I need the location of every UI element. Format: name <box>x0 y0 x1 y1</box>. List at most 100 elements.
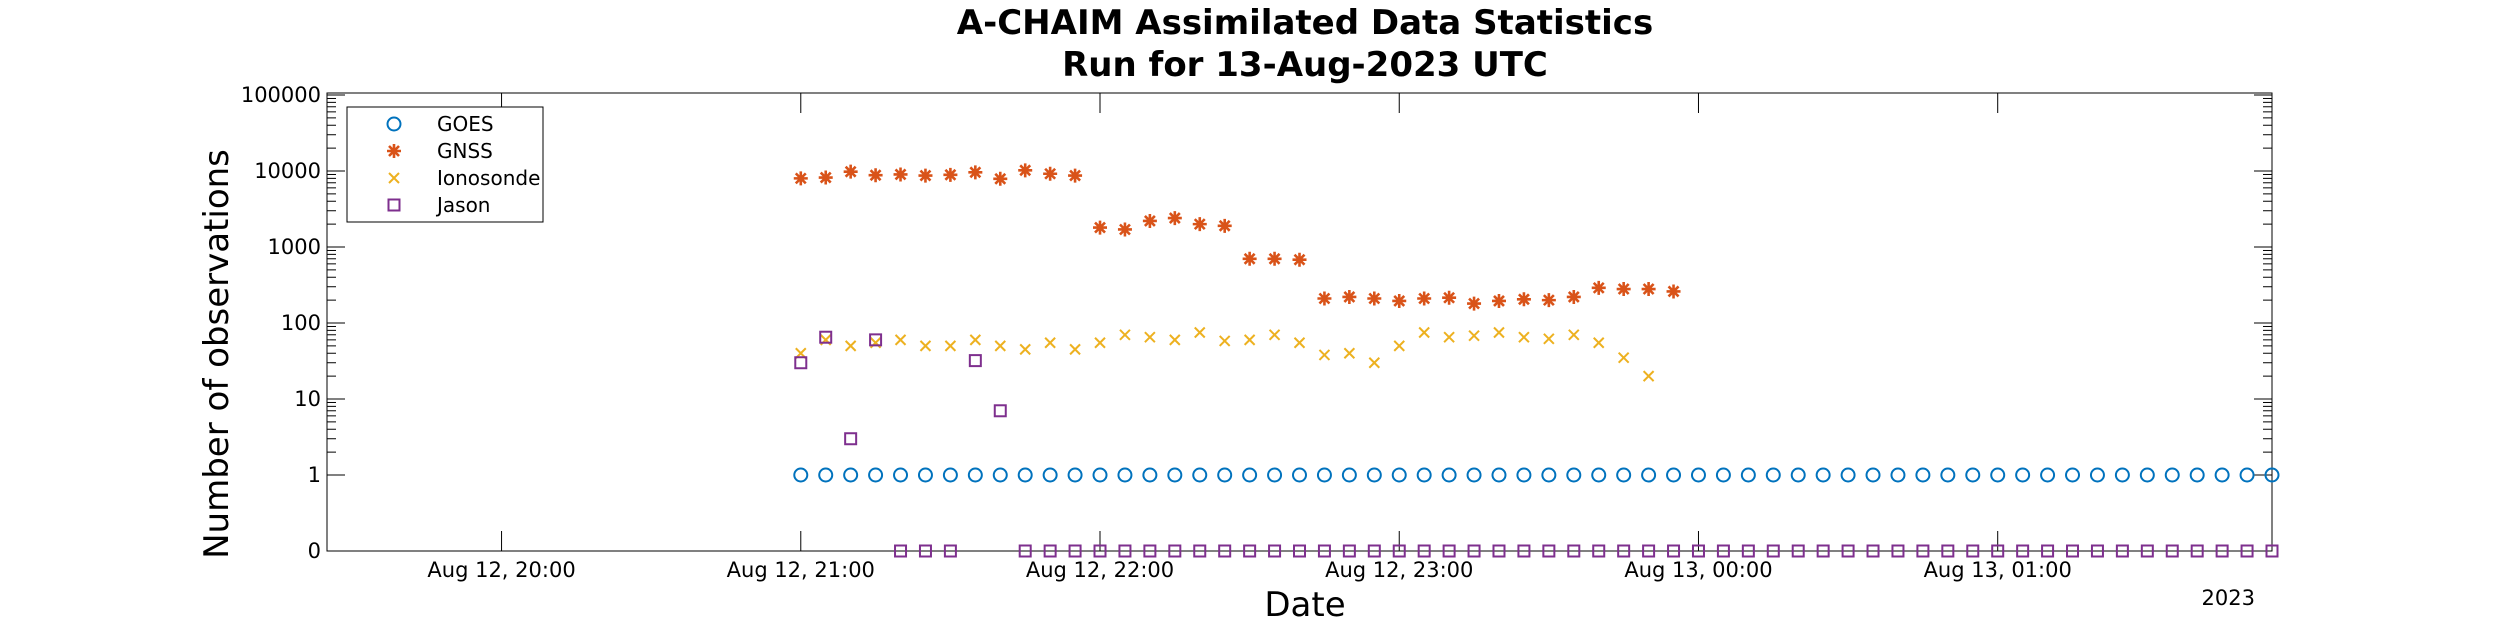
data-point <box>1518 331 1530 343</box>
data-point <box>1068 168 1083 183</box>
data-point <box>994 340 1006 352</box>
data-point <box>2215 544 2229 558</box>
data-point <box>1443 331 1455 343</box>
data-point <box>1243 544 1257 558</box>
data-point <box>1142 467 1158 483</box>
data-point <box>1042 467 1058 483</box>
data-point <box>2189 467 2205 483</box>
data-point <box>1143 544 1157 558</box>
data-point <box>1093 544 1107 558</box>
data-point <box>1617 544 1631 558</box>
data-point <box>1192 217 1207 232</box>
y-tick-label: 10 <box>294 387 321 411</box>
data-point <box>1242 251 1257 266</box>
data-point <box>1442 290 1457 305</box>
data-point <box>1067 467 1083 483</box>
data-point <box>2065 467 2081 483</box>
series-jason <box>794 330 2279 558</box>
data-point <box>992 467 1008 483</box>
data-point <box>968 354 982 368</box>
legend-marker-ionosonde <box>388 172 400 184</box>
data-point <box>944 340 957 352</box>
data-point <box>1193 544 1207 558</box>
data-point <box>1218 335 1231 347</box>
data-point <box>1293 337 1306 349</box>
data-point <box>1617 351 1630 364</box>
x-tick-label: Aug 13, 01:00 <box>1924 558 2072 582</box>
data-point <box>1316 467 1332 483</box>
data-point <box>1318 349 1331 361</box>
data-point <box>1017 467 1033 483</box>
data-point <box>1865 467 1881 483</box>
data-point <box>893 167 908 182</box>
x-tick-label: Aug 12, 20:00 <box>427 558 575 582</box>
data-point <box>1740 467 1756 483</box>
data-point <box>1941 544 1955 558</box>
data-point <box>2114 467 2130 483</box>
data-point <box>1741 544 1755 558</box>
data-point <box>1293 544 1306 558</box>
legend-box <box>346 106 544 223</box>
data-point <box>993 404 1007 418</box>
data-point <box>2041 544 2055 558</box>
legend-label-ionosonde: Ionosonde <box>437 166 540 190</box>
data-point <box>1666 467 1682 483</box>
data-point <box>1242 467 1258 483</box>
data-point <box>1267 251 1282 266</box>
data-point <box>1690 467 1706 483</box>
data-point <box>1516 292 1531 307</box>
legend-label-goes: GOES <box>437 112 494 136</box>
data-point <box>1691 544 1705 558</box>
data-point <box>1491 467 1507 483</box>
data-point <box>968 165 983 180</box>
data-point <box>869 333 883 347</box>
data-point <box>1243 334 1256 346</box>
data-point <box>1019 343 1031 356</box>
data-point <box>2264 467 2280 483</box>
data-point <box>1417 544 1431 558</box>
x-tick-label: Aug 12, 23:00 <box>1325 558 1473 582</box>
data-point <box>2214 467 2230 483</box>
data-point <box>919 340 932 352</box>
x-year-label: 2023 <box>2202 586 2255 610</box>
data-point <box>1915 467 1931 483</box>
data-point <box>942 467 958 483</box>
data-point <box>1616 467 1632 483</box>
data-point <box>1816 544 1830 558</box>
data-point <box>1342 289 1357 304</box>
data-point <box>1765 467 1781 483</box>
data-point <box>1991 544 2005 558</box>
data-point <box>818 170 833 185</box>
data-point <box>1168 544 1182 558</box>
y-tick-label: 100 <box>281 311 321 335</box>
data-point <box>1940 467 1956 483</box>
data-point <box>2066 544 2080 558</box>
data-point <box>1418 326 1430 339</box>
data-point <box>894 334 907 346</box>
data-point <box>793 467 809 483</box>
data-point <box>1367 544 1381 558</box>
data-point <box>993 171 1008 186</box>
legend-marker-jason <box>387 198 401 212</box>
data-point <box>1441 467 1457 483</box>
data-point <box>2090 544 2104 558</box>
data-point <box>1568 329 1580 341</box>
data-point <box>1541 293 1556 308</box>
data-point <box>1018 163 1033 178</box>
data-point <box>1093 220 1108 235</box>
y-tick-label: 1000 <box>268 235 321 259</box>
data-point <box>1268 544 1282 558</box>
chart-subtitle: Run for 13-Aug-2023 UTC <box>1062 45 1548 85</box>
data-point <box>1566 289 1581 304</box>
series-gnss <box>793 163 1681 311</box>
data-point <box>1119 329 1131 341</box>
data-point <box>1966 544 1980 558</box>
data-point <box>1466 467 1482 483</box>
data-point <box>1616 282 1631 297</box>
data-point <box>1840 467 1856 483</box>
data-point <box>1566 467 1582 483</box>
data-point <box>1442 544 1456 558</box>
data-point <box>844 432 858 446</box>
data-point <box>1044 337 1056 349</box>
